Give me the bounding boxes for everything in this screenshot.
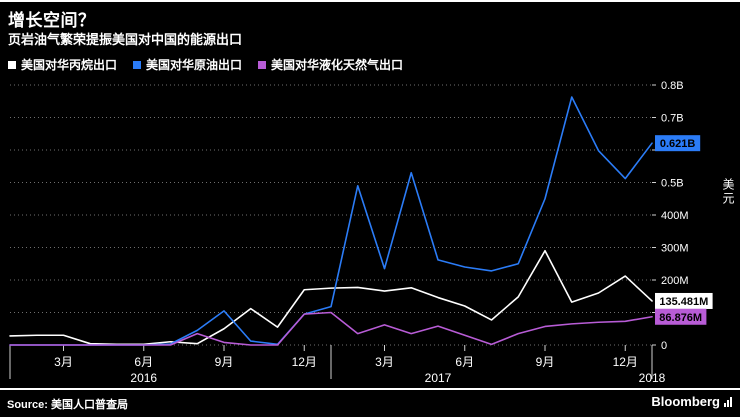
legend-label-crude-oil: 美国对华原油出口	[146, 58, 243, 72]
y-axis-tick-label: 300M	[661, 243, 689, 255]
lng-swatch-icon	[258, 60, 267, 69]
crude-oil-swatch-icon	[133, 60, 142, 69]
propane-swatch-icon	[8, 60, 16, 69]
legend-item-propane[interactable]: 美国对华丙烷出口	[8, 56, 117, 73]
x-axis-tick-label: 9月	[215, 355, 234, 369]
source-note: Source: 美国人口普查局	[7, 399, 129, 411]
series-line-2	[9, 311, 653, 346]
top-border	[0, 0, 740, 2]
legend-label-propane: 美国对华丙烷出口	[21, 58, 118, 72]
y-axis-tick-label: 400M	[661, 210, 689, 222]
y-axis-tick-label: 0	[661, 340, 667, 352]
last-value-label-bg	[655, 308, 707, 325]
legend-item-lng[interactable]: 美国对华液化天然气出口	[258, 56, 403, 73]
legend-item-crude-oil[interactable]: 美国对华原油出口	[133, 56, 242, 73]
x-axis-tick-label: 3月	[375, 355, 394, 369]
x-axis-tick-label: 9月	[536, 355, 555, 369]
y-axis-tick-label: 0.8B	[661, 80, 684, 92]
bloomberg-wordmark: Bloomberg	[651, 394, 720, 409]
last-value-label: 0.621B	[660, 138, 696, 150]
x-axis-tick-label: 6月	[134, 355, 153, 369]
page-subtitle: 页岩油气繁荣提振美国对中国的能源出口	[8, 32, 243, 47]
y-axis-tick-label: 200M	[661, 275, 689, 287]
footer-divider	[0, 388, 740, 390]
x-axis-tick-label: 6月	[455, 355, 474, 369]
x-axis-tick-label: 3月	[54, 355, 73, 369]
last-value-label-bg	[655, 292, 713, 309]
legend-label-lng: 美国对华液化天然气出口	[271, 58, 404, 72]
y-axis-unit-label: 美元	[721, 178, 735, 206]
x-axis-tick-label: 12月	[613, 355, 638, 369]
year-label: 2018	[639, 371, 666, 385]
y-axis-tick-label: 0.7B	[661, 113, 684, 125]
bloomberg-bars-icon	[724, 397, 732, 409]
year-label: 2017	[425, 371, 452, 385]
series-line-0	[9, 249, 653, 346]
last-value-label: 86.876M	[659, 312, 702, 324]
x-axis-tick-label: 12月	[292, 355, 317, 369]
page-title: 增长空间？	[8, 11, 96, 30]
series-line-1	[9, 96, 653, 346]
bloomberg-logo: Bloomberg	[651, 394, 732, 409]
year-label: 2016	[130, 371, 157, 385]
last-value-label: 135.481M	[659, 296, 708, 308]
legend: 美国对华丙烷出口 美国对华原油出口 美国对华液化天然气出口	[8, 56, 403, 73]
last-value-label-bg	[655, 135, 701, 152]
y-axis-tick-label: 0.5B	[661, 178, 684, 190]
